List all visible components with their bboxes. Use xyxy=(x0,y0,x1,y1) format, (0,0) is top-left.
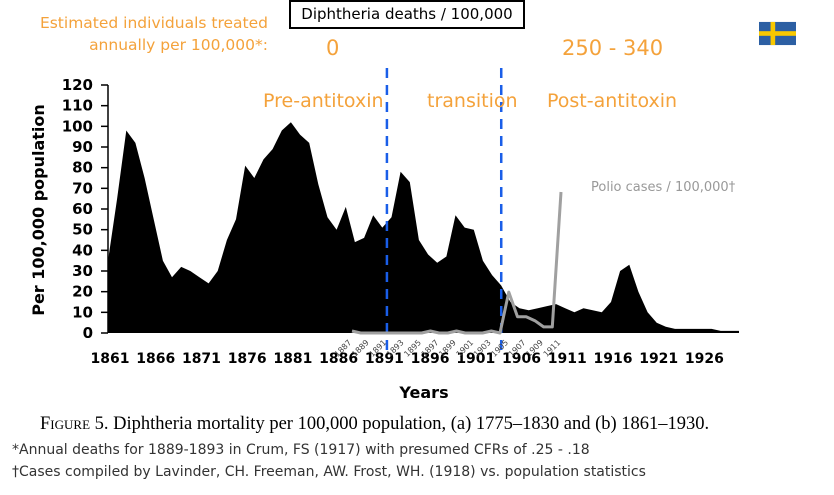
polio-label: Polio cases / 100,000† xyxy=(591,180,736,195)
y-tick-label: 20 xyxy=(72,283,93,301)
x-axis-title: Years xyxy=(398,383,448,402)
polio-y-tick-label: 60 xyxy=(327,206,339,216)
x-tick-label: 1906 xyxy=(502,351,541,367)
x-tick-label: 1866 xyxy=(136,351,175,367)
y-tick-label: 120 xyxy=(62,76,93,94)
figure-label: Figure 5. xyxy=(40,414,109,434)
y-tick-label: 60 xyxy=(72,200,93,218)
y-tick-label: 50 xyxy=(72,221,93,239)
x-tick-label: 1876 xyxy=(228,351,267,367)
chart-box-title: Diphtheria deaths / 100,000 xyxy=(289,0,525,29)
x-tick-label: 1921 xyxy=(639,351,678,367)
x-tick-label: 1871 xyxy=(182,351,221,367)
x-tick-label: 1916 xyxy=(593,351,632,367)
y-tick-label: 100 xyxy=(62,117,93,135)
y-tick-label: 10 xyxy=(72,303,93,321)
phase-label-post-antitoxin: Post-antitoxin xyxy=(547,90,677,112)
y-tick-label: 70 xyxy=(72,179,93,197)
mortality-chart: 0 10 20 30 40 50 60 70 80 90 100 110 120 1861 1866 1871… xyxy=(29,68,739,402)
footnote-1: *Annual deaths for 1889-1893 in Crum, FS… xyxy=(12,442,590,458)
x-tick-label: 1861 xyxy=(91,351,130,367)
treated-label: Estimated individuals treated annually p… xyxy=(39,14,268,54)
y-axis-title: Per 100,000 population xyxy=(29,104,48,316)
x-tick-label: 1886 xyxy=(319,351,358,367)
y-tick-label: 80 xyxy=(72,159,93,177)
x-tick-label: 1926 xyxy=(685,351,724,367)
figure-caption: Figure 5. Diphtheria mortality per 100,0… xyxy=(40,414,709,435)
footnote-2: †Cases compiled by Lavinder, CH. Freeman… xyxy=(12,464,646,480)
phase-label-pre-antitoxin: Pre-antitoxin xyxy=(263,90,384,112)
x-tick-label: 1901 xyxy=(456,351,495,367)
rate-post-antitoxin: 250 - 340 xyxy=(562,36,664,60)
y-tick-label: 30 xyxy=(72,262,93,280)
x-tick-label: 1891 xyxy=(365,351,404,367)
x-tick-label: 1896 xyxy=(411,351,450,367)
phase-label-transition: transition xyxy=(427,90,518,112)
y-tick-label: 90 xyxy=(72,138,93,156)
polio-y-tick-label: 70 xyxy=(327,186,339,196)
polio-line xyxy=(351,191,563,335)
x-tick-label: 1881 xyxy=(273,351,312,367)
rate-pre-antitoxin: 0 xyxy=(326,36,340,60)
figure-caption-text: Diphtheria mortality per 100,000 populat… xyxy=(113,414,710,434)
mortality-area xyxy=(108,122,739,333)
y-tick-label: 110 xyxy=(62,97,93,115)
x-tick-label: 1911 xyxy=(548,351,587,367)
sweden-flag-icon xyxy=(759,21,796,46)
y-tick-label: 0 xyxy=(83,324,93,342)
y-tick-label: 40 xyxy=(72,241,93,259)
